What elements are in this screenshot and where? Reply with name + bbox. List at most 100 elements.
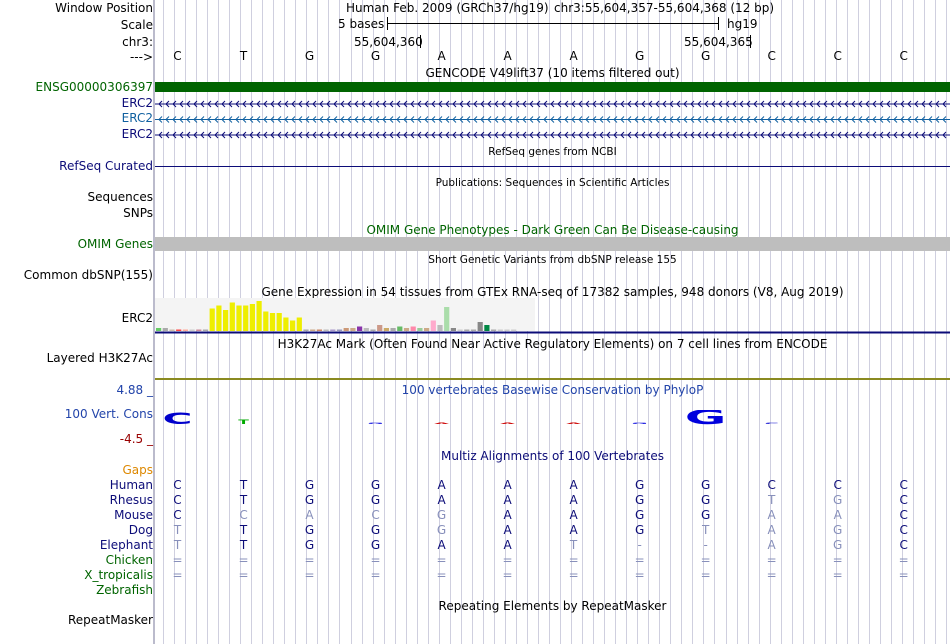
alignment-base: = [568, 553, 579, 567]
omim-gene-bar[interactable] [155, 237, 950, 251]
conservation-title[interactable]: 100 vertebrates Basewise Conservation by… [401, 383, 704, 397]
grid-line [737, 0, 738, 644]
assembly-title: Human Feb. 2009 (GRCh37/hg19) [346, 1, 549, 15]
grid-line [924, 0, 925, 644]
refseq-gene-line[interactable] [155, 166, 950, 167]
omim-title[interactable]: OMIM Gene Phenotypes - Dark Green Can Be… [366, 223, 739, 237]
strand-arrow [417, 131, 422, 139]
alignment-base: C [899, 538, 908, 552]
strand-arrow [375, 131, 380, 139]
strand-arrow [480, 100, 485, 108]
reference-base: A [503, 49, 512, 63]
refseq-label[interactable]: RefSeq Curated [59, 159, 153, 173]
conservation-label[interactable]: 100 Vert. Cons [64, 407, 153, 421]
refseq-title[interactable]: RefSeq genes from NCBI [488, 146, 617, 158]
strand-arrow [298, 131, 303, 139]
strand-arrow [508, 100, 513, 108]
alignment-base: = [568, 568, 579, 582]
gtex-title[interactable]: Gene Expression in 54 tissues from GTEx … [261, 285, 844, 299]
grid-line [670, 0, 671, 644]
track-label-gutter[interactable] [153, 0, 155, 644]
strand-arrow [557, 100, 562, 108]
strand-arrow [942, 116, 947, 123]
strand-arrow [445, 100, 450, 108]
grid-line [759, 0, 760, 644]
species-label[interactable]: Human [109, 478, 153, 492]
publications-label-sequences[interactable]: Sequences [87, 190, 153, 204]
conservation-base-glyph: A [566, 423, 582, 425]
multiz-title[interactable]: Multiz Alignments of 100 Vertebrates [440, 449, 665, 463]
strand-arrow [291, 116, 296, 123]
gtex-tissue-bar [243, 305, 249, 331]
species-label[interactable]: Zebrafish [96, 583, 153, 597]
gencode-title[interactable]: GENCODE V49lift37 (10 items filtered out… [425, 66, 680, 80]
alignment-base: G [436, 508, 447, 522]
gtex-expression-chart[interactable] [155, 298, 950, 334]
publications-label-snps[interactable]: SNPs [123, 206, 153, 220]
strand-arrow [585, 131, 590, 139]
grid-line [726, 0, 727, 644]
strand-arrow [179, 131, 184, 139]
strand-arrow [354, 131, 359, 139]
h3k27ac-title[interactable]: H3K27Ac Mark (Often Found Near Active Re… [277, 337, 828, 351]
strand-arrow [305, 131, 310, 139]
strand-arrow [221, 100, 226, 108]
repeatmasker-title[interactable]: Repeating Elements by RepeatMasker [438, 599, 667, 613]
species-label[interactable]: X_tropicalis [84, 568, 153, 582]
strand-arrow [571, 131, 576, 139]
window-position-label: Window Position [55, 1, 153, 15]
h3k27ac-signal-line[interactable] [155, 378, 950, 380]
alignment-base: A [569, 508, 578, 522]
strand-arrow [746, 116, 751, 123]
gencode-track-label-3[interactable]: ERC2 [121, 127, 153, 141]
repeatmasker-label[interactable]: RepeatMasker [67, 613, 153, 627]
strand-arrow [235, 131, 240, 139]
alignment-base: T [569, 538, 578, 552]
gencode-track-label-2[interactable]: ERC2 [121, 111, 153, 125]
alignment-base: G [436, 523, 447, 537]
strand-arrow [529, 100, 534, 108]
alignment-base: C [899, 478, 908, 492]
grid-line [582, 0, 583, 644]
strand-arrow [340, 116, 345, 123]
strand-arrow [928, 131, 933, 139]
strand-arrow [718, 100, 723, 108]
gtex-tissue-bar [249, 304, 255, 331]
strand-arrow [641, 131, 646, 139]
strand-arrow [382, 116, 387, 123]
gencode-transcript-arrows[interactable] [155, 98, 950, 142]
alignment-base: = [370, 553, 381, 567]
strand-arrow [634, 100, 639, 108]
strand-arrow [249, 131, 254, 139]
strand-arrow [417, 116, 422, 123]
species-label[interactable]: Mouse [114, 508, 153, 522]
omim-label[interactable]: OMIM Genes [77, 237, 153, 251]
strand-arrow [844, 116, 849, 123]
dbsnp-label[interactable]: Common dbSNP(155) [23, 268, 153, 282]
species-label[interactable]: Rhesus [109, 493, 153, 507]
strand-arrow [361, 131, 366, 139]
gencode-track-label-1[interactable]: ERC2 [121, 96, 153, 110]
strand-arrow [200, 100, 205, 108]
conservation-base-glyph: C [163, 410, 193, 428]
gtex-tissue-bar [363, 328, 369, 331]
strand-arrow [823, 116, 828, 123]
species-label[interactable]: Dog [128, 523, 153, 537]
alignment-base: T [701, 523, 710, 537]
species-label[interactable]: Chicken [105, 553, 153, 567]
strand-arrow [221, 131, 226, 139]
gencode-feature-bar[interactable] [155, 82, 950, 92]
strand-arrow [641, 116, 646, 123]
h3k27ac-label[interactable]: Layered H3K27Ac [46, 351, 153, 365]
dbsnp-title[interactable]: Short Genetic Variants from dbSNP releas… [428, 254, 677, 266]
strand-arrow [634, 131, 639, 139]
publications-title[interactable]: Publications: Sequences in Scientific Ar… [435, 177, 670, 189]
strand-arrow [340, 131, 345, 139]
strand-arrow [242, 100, 247, 108]
species-label[interactable]: Elephant [99, 538, 153, 552]
gencode-track-label-0[interactable]: ENSG00000306397 [35, 80, 153, 94]
strand-arrow [228, 116, 233, 123]
gtex-label[interactable]: ERC2 [121, 311, 153, 325]
strand-arrow [543, 116, 548, 123]
